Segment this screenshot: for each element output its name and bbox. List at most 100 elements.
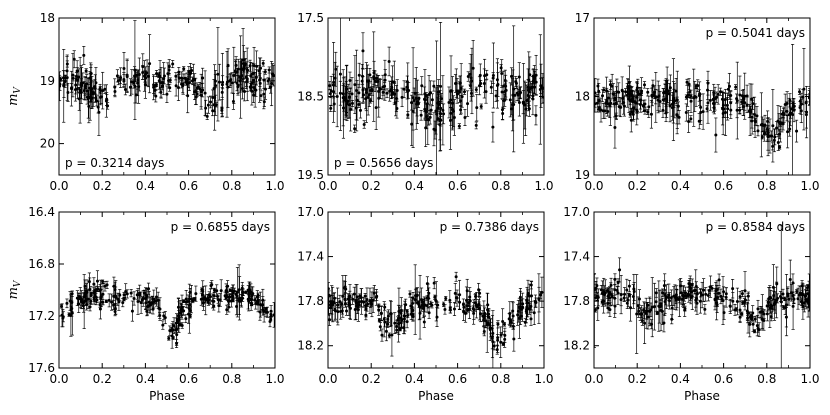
data-point bbox=[714, 117, 718, 153]
data-point bbox=[415, 79, 419, 124]
data-point bbox=[262, 79, 266, 110]
data-point bbox=[651, 79, 655, 92]
data-point bbox=[206, 96, 210, 114]
data-point bbox=[348, 71, 352, 90]
data-point bbox=[762, 126, 766, 142]
data-point bbox=[368, 287, 372, 314]
data-point bbox=[457, 294, 462, 311]
data-point bbox=[790, 43, 795, 175]
data-point bbox=[335, 65, 339, 128]
data-point bbox=[113, 303, 117, 315]
data-point bbox=[346, 293, 350, 305]
data-point bbox=[687, 287, 691, 303]
data-point bbox=[745, 302, 749, 321]
data-point bbox=[755, 106, 759, 126]
data-point bbox=[526, 68, 530, 107]
data-point bbox=[756, 299, 760, 318]
panel-2: 0.0 0.2 0.4 0.6 0.8 1.0 17.5 18.5 19.5 p = 0.5656… bbox=[297, 11, 553, 193]
data-point bbox=[144, 287, 149, 303]
data-point bbox=[220, 75, 225, 90]
data-point bbox=[215, 284, 219, 298]
data-point bbox=[613, 95, 617, 101]
data-point bbox=[232, 46, 236, 104]
data-point bbox=[209, 282, 213, 290]
data-point bbox=[263, 68, 267, 75]
data-point bbox=[71, 75, 75, 82]
data-point bbox=[657, 289, 661, 324]
data-point bbox=[385, 88, 389, 99]
data-point bbox=[701, 93, 705, 130]
data-point bbox=[708, 90, 712, 111]
data-point bbox=[778, 144, 782, 150]
data-point bbox=[466, 71, 470, 82]
data-point bbox=[609, 282, 613, 307]
data-point bbox=[344, 275, 348, 304]
y-axis-label: mV bbox=[6, 86, 23, 106]
data-point bbox=[491, 310, 495, 368]
data-point bbox=[728, 298, 732, 314]
x-tick-label: 0.6 bbox=[179, 179, 198, 193]
data-point bbox=[794, 119, 799, 143]
data-point bbox=[387, 332, 391, 339]
data-point bbox=[626, 78, 630, 98]
x-tick-label: 0.0 bbox=[318, 372, 337, 386]
x-tick-label: 0.6 bbox=[448, 179, 467, 193]
x-tick-label: 0.4 bbox=[405, 179, 424, 193]
data-point bbox=[359, 288, 364, 315]
data-point bbox=[329, 104, 333, 112]
data-point bbox=[463, 109, 467, 126]
data-point bbox=[395, 326, 399, 334]
y-tick-label: 16.8 bbox=[28, 257, 55, 271]
data-point bbox=[377, 318, 381, 323]
data-point bbox=[606, 106, 610, 117]
data-point bbox=[224, 295, 228, 300]
data-point bbox=[787, 97, 791, 132]
data-point bbox=[687, 280, 691, 288]
data-point bbox=[166, 72, 171, 89]
data-point bbox=[615, 286, 619, 295]
data-point bbox=[348, 297, 353, 320]
data-point bbox=[231, 93, 236, 110]
data-point bbox=[254, 83, 258, 97]
data-point bbox=[713, 293, 717, 307]
data-point bbox=[637, 304, 641, 318]
data-point bbox=[602, 86, 606, 93]
data-point bbox=[797, 88, 802, 95]
data-point bbox=[389, 301, 393, 327]
data-point bbox=[478, 289, 482, 297]
data-point bbox=[176, 297, 181, 317]
data-point bbox=[393, 312, 397, 334]
data-point bbox=[496, 72, 500, 97]
data-point bbox=[96, 286, 100, 292]
data-point bbox=[745, 84, 749, 107]
data-point bbox=[181, 306, 186, 316]
data-point bbox=[395, 79, 399, 102]
data-point bbox=[355, 284, 359, 310]
data-point bbox=[263, 78, 268, 100]
data-point bbox=[130, 300, 135, 322]
data-point bbox=[82, 45, 86, 65]
data-point bbox=[605, 87, 609, 114]
data-point bbox=[397, 287, 401, 336]
data-point bbox=[594, 293, 598, 302]
data-point bbox=[489, 318, 493, 338]
data-point bbox=[451, 95, 456, 128]
data-point bbox=[116, 77, 120, 86]
data-point bbox=[189, 285, 194, 314]
data-point bbox=[168, 325, 172, 336]
y-tick-label: 17.0 bbox=[563, 205, 590, 219]
data-point bbox=[706, 289, 710, 302]
data-point bbox=[70, 82, 74, 93]
data-point bbox=[457, 123, 461, 130]
data-point bbox=[675, 105, 679, 125]
data-point bbox=[740, 290, 745, 298]
data-point bbox=[705, 105, 709, 113]
data-point bbox=[502, 92, 506, 109]
data-point bbox=[687, 78, 691, 91]
data-point bbox=[208, 95, 213, 109]
data-point bbox=[78, 56, 82, 124]
data-point bbox=[261, 296, 265, 314]
data-point bbox=[211, 105, 215, 117]
data-point bbox=[528, 56, 532, 93]
data-point bbox=[518, 86, 523, 99]
